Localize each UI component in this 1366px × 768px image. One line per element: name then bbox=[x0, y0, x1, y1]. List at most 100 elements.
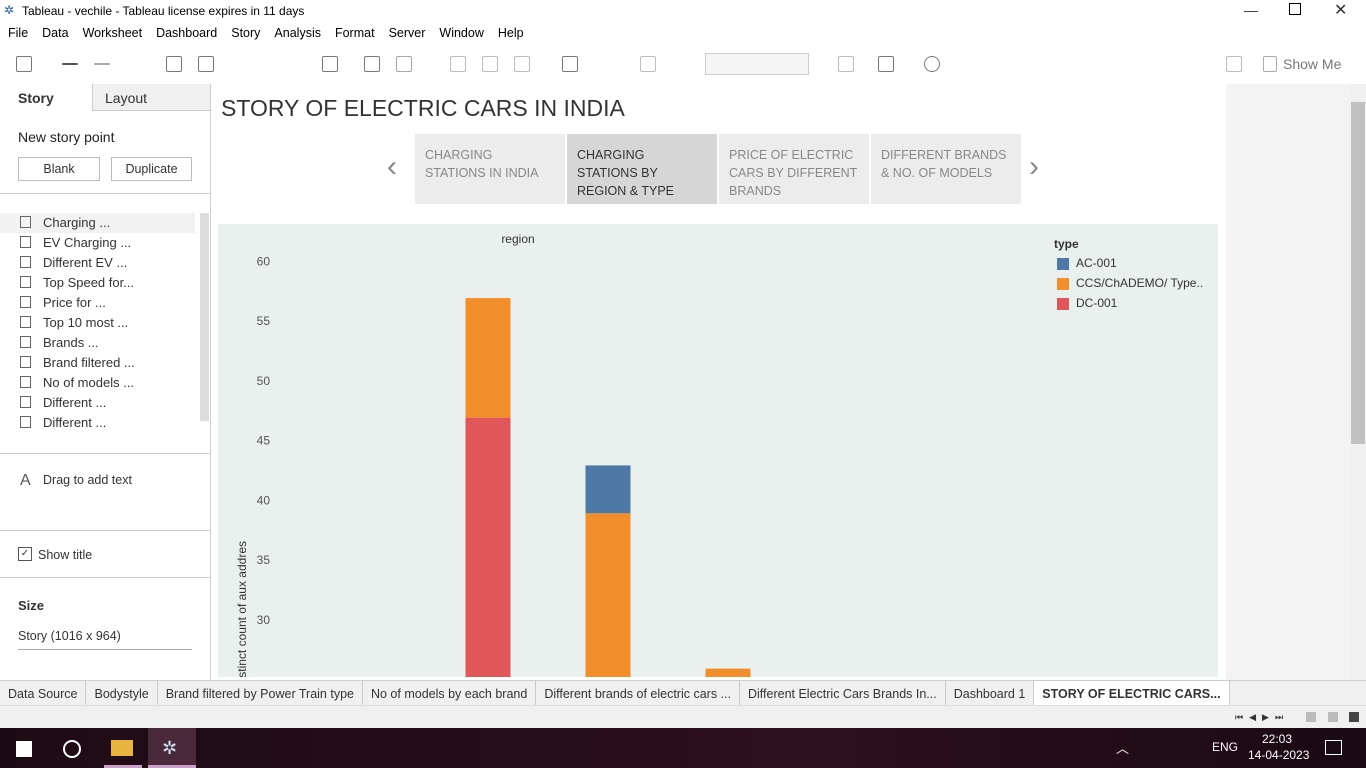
swap-icon[interactable] bbox=[450, 56, 466, 72]
explorer-icon[interactable] bbox=[111, 740, 133, 756]
sheet-icon bbox=[20, 396, 31, 408]
story-sheet-item[interactable]: Charging ... bbox=[0, 213, 195, 233]
format-painter-icon[interactable] bbox=[1226, 56, 1242, 72]
title-bar: ✲ Tableau - vechile - Tableau license ex… bbox=[0, 0, 1366, 22]
prev-arrow[interactable]: ‹ bbox=[387, 150, 397, 183]
clear-icon[interactable] bbox=[396, 56, 412, 72]
minimize-button[interactable]: — bbox=[1244, 2, 1258, 18]
sheet-icon bbox=[20, 276, 31, 288]
clock-time[interactable]: 22:03 bbox=[1262, 732, 1293, 746]
view-toggle[interactable] bbox=[1328, 712, 1338, 722]
story-point[interactable]: PRICE OF ELECTRIC CARS BY DIFFERENT BRAN… bbox=[719, 134, 869, 204]
notifications[interactable] bbox=[1325, 740, 1342, 755]
menu-item[interactable]: Worksheet bbox=[82, 26, 143, 40]
undo-icon[interactable] bbox=[62, 63, 78, 65]
layout-tab[interactable]: Layout bbox=[92, 84, 210, 111]
sheet-tab[interactable]: No of models by each brand bbox=[363, 681, 537, 706]
start-button[interactable] bbox=[16, 741, 32, 757]
home-icon[interactable] bbox=[16, 56, 32, 72]
show-me-icon[interactable] bbox=[1263, 56, 1277, 72]
y-tick-label: 55 bbox=[257, 314, 271, 328]
sheet-tab[interactable]: Different brands of electric cars ... bbox=[536, 681, 740, 706]
restore-button[interactable] bbox=[1289, 3, 1301, 15]
sheet-name: Brands ... bbox=[43, 335, 99, 350]
story-sheet-item[interactable]: Different ... bbox=[0, 393, 195, 413]
sheet-list: Charging ... EV Charging ... Different EV … bbox=[0, 213, 200, 441]
show-title-label: Show title bbox=[38, 548, 93, 562]
blank-button[interactable]: Blank bbox=[18, 157, 100, 181]
menu-item[interactable]: Story bbox=[231, 26, 261, 40]
size-dropdown[interactable]: Story (1016 x 964) bbox=[18, 629, 192, 650]
story-sheet-item[interactable]: EV Charging ... bbox=[0, 233, 195, 253]
language[interactable]: ENG bbox=[1212, 740, 1239, 754]
close-button[interactable]: ✕ bbox=[1334, 2, 1348, 19]
legend-title: type bbox=[1054, 237, 1079, 251]
share-icon[interactable] bbox=[924, 56, 940, 72]
sheet-name: No of models ... bbox=[43, 375, 135, 390]
save-icon[interactable] bbox=[166, 56, 182, 72]
sort-desc-icon[interactable] bbox=[514, 56, 530, 72]
fit-dropdown[interactable] bbox=[705, 53, 809, 75]
menu-item[interactable]: Analysis bbox=[274, 26, 321, 40]
x-axis-title: region bbox=[501, 232, 534, 246]
sheet-tab[interactable]: STORY OF ELECTRIC CARS... bbox=[1034, 681, 1230, 706]
sheet-tab[interactable]: Dashboard 1 bbox=[946, 681, 1035, 706]
sheet-name: Different EV ... bbox=[43, 255, 128, 270]
story-sheet-item[interactable]: Price for ... bbox=[0, 293, 195, 313]
vertical-scrollbar[interactable] bbox=[1350, 84, 1366, 680]
new-sheet-icon[interactable] bbox=[322, 56, 338, 72]
clock-date[interactable]: 14-04-2023 bbox=[1248, 748, 1310, 762]
sheet-tab[interactable]: Bodystyle bbox=[86, 681, 158, 706]
sheet-tab[interactable]: Different Electric Cars Brands In... bbox=[740, 681, 946, 706]
show-me-button[interactable]: Show Me bbox=[1283, 56, 1342, 72]
new-datasource-icon[interactable] bbox=[198, 56, 214, 72]
sheet-name: Brand filtered ... bbox=[43, 355, 135, 370]
story-sheet-item[interactable]: No of models ... bbox=[0, 373, 195, 393]
view-toggle[interactable] bbox=[1349, 712, 1359, 722]
menu-item[interactable]: Format bbox=[334, 26, 375, 40]
menu-item[interactable]: Server bbox=[388, 26, 426, 40]
sheet-tab[interactable]: Brand filtered by Power Train type bbox=[158, 681, 363, 706]
story-tab[interactable]: Story bbox=[0, 84, 92, 111]
story-sheet-item[interactable]: Brands ... bbox=[0, 333, 195, 353]
menu-item[interactable]: Window bbox=[439, 26, 484, 40]
text-icon: A bbox=[20, 472, 31, 489]
story-sheet-item[interactable]: Top 10 most ... bbox=[0, 313, 195, 333]
legend-label: AC-001 bbox=[1076, 256, 1117, 270]
tableau-task[interactable] bbox=[148, 728, 196, 768]
duplicate-icon[interactable] bbox=[364, 56, 380, 72]
menu-item[interactable]: File bbox=[8, 26, 29, 40]
view-toggle[interactable] bbox=[1306, 712, 1316, 722]
sort-asc-icon[interactable] bbox=[482, 56, 498, 72]
menu-item[interactable]: Data bbox=[42, 26, 69, 40]
story-point[interactable]: CHARGING STATIONS IN INDIA bbox=[415, 134, 565, 204]
next-arrow[interactable]: › bbox=[1029, 150, 1039, 183]
tray-icons[interactable]: ︿ bbox=[1116, 741, 1130, 756]
story-sheet-item[interactable]: Different EV ... bbox=[0, 253, 195, 273]
sheet-icon bbox=[20, 216, 31, 228]
story-sheet-item[interactable]: Top Speed for... bbox=[0, 273, 195, 293]
scroll-thumb[interactable] bbox=[1351, 102, 1365, 444]
sheet-tab[interactable]: Data Source bbox=[0, 681, 87, 706]
menu-item[interactable]: Dashboard bbox=[156, 26, 218, 40]
redo-icon[interactable] bbox=[94, 63, 110, 65]
y-tick-label: 60 bbox=[257, 254, 271, 268]
duplicate-button[interactable]: Duplicate bbox=[111, 157, 192, 181]
story-point[interactable]: CHARGING STATIONS BY REGION & TYPE bbox=[567, 134, 717, 204]
tab-navigation[interactable]: ⏮◀▶⏭ bbox=[1235, 712, 1290, 722]
label-icon[interactable] bbox=[640, 56, 656, 72]
presentation-icon[interactable] bbox=[878, 56, 894, 72]
highlight-icon[interactable] bbox=[562, 56, 578, 72]
menu-item[interactable]: Help bbox=[497, 26, 524, 40]
story-sheet-item[interactable]: Brand filtered ... bbox=[0, 353, 195, 373]
legend-label: DC-001 bbox=[1076, 296, 1118, 310]
story-sheet-item[interactable]: Different ... bbox=[0, 413, 195, 433]
divider bbox=[0, 193, 210, 194]
show-title-checkbox[interactable]: ✓ bbox=[18, 547, 32, 561]
drag-text[interactable]: Drag to add text bbox=[43, 473, 132, 487]
legend-label: CCS/ChADEMO/ Type.. bbox=[1076, 276, 1203, 290]
search-button[interactable] bbox=[63, 740, 81, 758]
show-cards-icon[interactable] bbox=[838, 56, 854, 72]
story-point[interactable]: DIFFERENT BRANDS & NO. OF MODELS bbox=[871, 134, 1021, 204]
